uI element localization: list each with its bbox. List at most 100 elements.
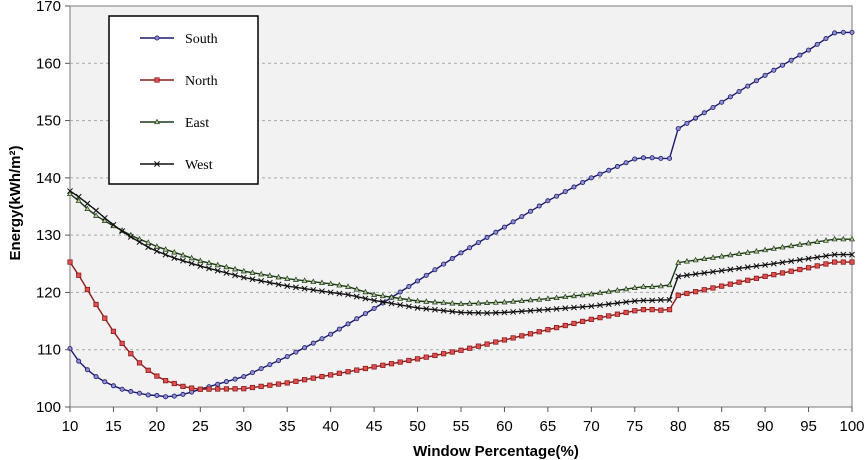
data-point: [388, 361, 395, 367]
data-point: [484, 310, 491, 317]
data-point: [223, 386, 229, 392]
data-point: [354, 316, 360, 322]
data-point: [215, 381, 221, 387]
data-point: [501, 224, 507, 230]
data-point: [675, 292, 681, 298]
data-point: [805, 239, 812, 246]
data-point: [649, 297, 656, 304]
y-axis-title: Energy(kWh/m²): [7, 145, 24, 260]
data-point: [510, 335, 516, 341]
data-point: [719, 99, 725, 105]
data-point: [449, 256, 455, 262]
data-point: [527, 331, 534, 337]
data-point: [171, 255, 178, 262]
data-point: [84, 205, 91, 211]
data-point: [93, 212, 100, 218]
data-point: [397, 289, 403, 295]
data-point: [727, 281, 733, 287]
data-point: [710, 268, 716, 275]
data-point: [518, 297, 525, 303]
data-point: [354, 367, 360, 373]
data-point: [458, 309, 464, 316]
data-point: [562, 305, 569, 312]
data-point: [293, 378, 299, 384]
data-point: [788, 258, 795, 265]
series-layer: [67, 29, 855, 400]
data-point: [745, 83, 751, 89]
data-point: [806, 47, 812, 53]
data-point: [76, 358, 82, 364]
x-tick-label: 85: [713, 418, 730, 435]
x-tick-label: 75: [626, 418, 643, 435]
data-point: [171, 380, 177, 387]
data-point: [796, 256, 803, 263]
legend-item-north: North: [140, 74, 218, 89]
data-point: [345, 283, 352, 289]
data-point: [571, 304, 577, 311]
data-point: [719, 283, 725, 289]
data-point: [536, 296, 543, 302]
data-point: [736, 279, 742, 285]
data-point: [249, 276, 256, 283]
data-point: [180, 257, 186, 264]
data-point: [614, 311, 621, 317]
legend: South North East West: [108, 15, 259, 185]
data-point: [840, 259, 846, 265]
data-point: [206, 259, 213, 266]
data-point: [692, 256, 699, 263]
data-point: [840, 29, 846, 35]
data-point: [527, 307, 534, 314]
data-point: [388, 300, 395, 307]
data-point: [379, 292, 386, 299]
data-point: [432, 352, 438, 359]
data-point: [336, 290, 343, 297]
data-point: [154, 393, 160, 399]
data-point: [718, 267, 725, 274]
data-point: [371, 297, 378, 304]
data-point: [214, 267, 221, 274]
data-point: [632, 308, 638, 314]
data-point: [145, 244, 152, 251]
data-point: [640, 297, 647, 304]
data-point: [762, 72, 768, 78]
data-point: [110, 328, 117, 334]
x-tick-label: 40: [322, 418, 339, 435]
y-tick-label: 130: [36, 227, 61, 244]
data-point: [93, 374, 99, 380]
data-point: [397, 295, 404, 301]
data-point: [849, 29, 855, 35]
legend-box: [108, 15, 259, 185]
data-point: [562, 189, 568, 195]
data-point: [405, 296, 412, 302]
data-point: [293, 349, 299, 355]
data-point: [640, 155, 646, 161]
data-point: [545, 198, 551, 204]
data-point: [736, 265, 742, 272]
data-point: [814, 238, 821, 244]
data-point: [84, 286, 90, 293]
data-point: [423, 298, 430, 304]
data-point: [75, 197, 82, 203]
data-point: [328, 372, 334, 378]
data-point: [353, 293, 360, 300]
data-point: [553, 305, 560, 312]
data-point: [197, 257, 204, 264]
data-point: [849, 235, 855, 242]
data-point: [832, 30, 838, 36]
data-point: [519, 214, 525, 220]
data-point: [197, 263, 204, 270]
data-point: [814, 41, 820, 47]
data-point: [301, 285, 308, 292]
data-point: [163, 394, 169, 400]
data-point: [544, 306, 551, 313]
data-point: [440, 299, 447, 305]
data-point: [528, 208, 534, 214]
data-point: [449, 308, 456, 315]
legend-label: South: [185, 32, 218, 47]
axes: 100 110 120 130 140 150 160 170 10 15 20 25 30 35 40 45…: [36, 0, 865, 435]
data-point: [492, 309, 499, 316]
x-tick-label: 55: [453, 418, 470, 435]
data-point: [466, 309, 473, 316]
data-point: [240, 274, 247, 281]
data-point: [571, 320, 577, 327]
